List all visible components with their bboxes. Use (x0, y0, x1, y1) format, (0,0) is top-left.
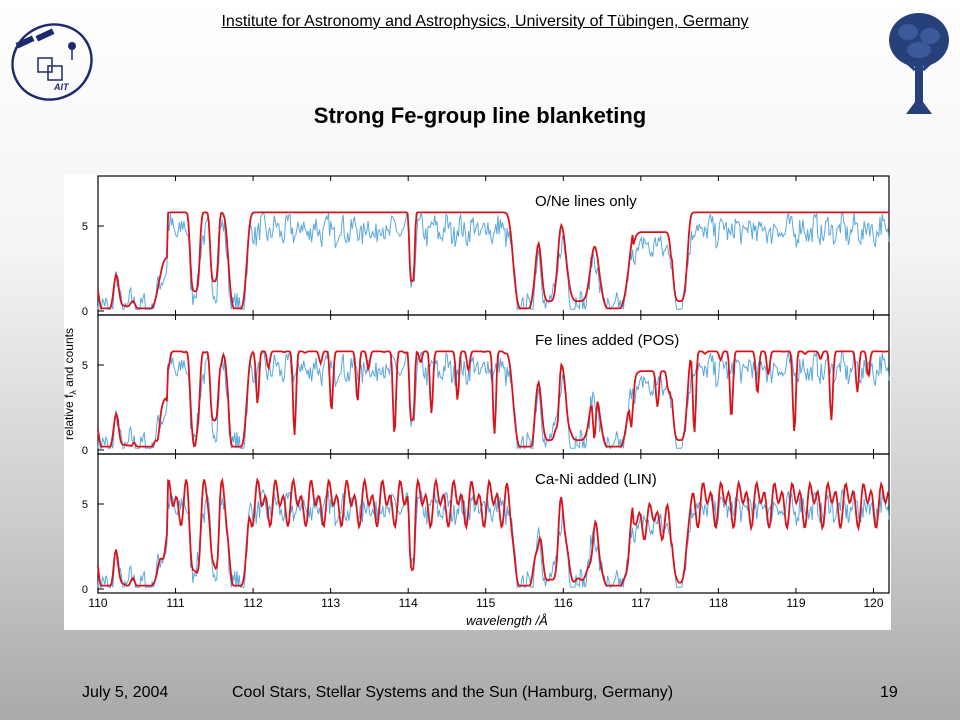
y-tick-label: 5 (82, 499, 88, 511)
y-axis-label-main: relative f (64, 394, 76, 440)
model-spectrum-line (97, 476, 890, 587)
spectrum-figure: 0 5 O/Ne lines only 0 5 Fe lines added (POS) 0… (64, 174, 891, 630)
panel-label: O/Ne lines only (535, 193, 637, 210)
x-tick-label: 115 (476, 596, 495, 610)
spectrum-chart: 0 5 O/Ne lines only 0 5 Fe lines added (POS) 0… (64, 175, 890, 628)
x-tick-label: 120 (863, 596, 883, 610)
x-tick-label: 116 (554, 596, 573, 610)
tree-logo-icon (889, 13, 949, 114)
observed-spectrum-line (97, 488, 890, 590)
y-tick-label: 0 (82, 584, 88, 596)
y-tick-label: 0 (82, 306, 88, 318)
x-tick-label: 117 (631, 596, 650, 610)
x-tick-label: 110 (88, 596, 107, 610)
x-tick-label: 114 (399, 596, 418, 610)
y-tick-label: 5 (82, 360, 88, 372)
footer-date: July 5, 2004 (82, 684, 169, 701)
tree-logo (886, 10, 952, 118)
x-axis-label: wavelength /Å (466, 613, 548, 628)
panel-label: Ca-Ni added (LIN) (535, 471, 657, 488)
y-tick-label: 5 (82, 221, 88, 233)
x-tick-label: 118 (709, 596, 728, 610)
x-tick-label: 111 (166, 596, 185, 610)
panel-label: Fe lines added (POS) (535, 332, 679, 349)
slide-title: Strong Fe-group line blanketing (313, 103, 647, 128)
panel-frame (97, 453, 890, 594)
x-tick-label: 119 (786, 596, 805, 610)
ait-satellite-logo-icon: AIT (11, 23, 93, 101)
footer-conference: Cool Stars, Stellar Systems and the Sun … (232, 684, 674, 701)
model-spectrum-line (97, 211, 889, 310)
y-axis-label-rest: and counts (64, 328, 76, 390)
y-axis-label: relative fλ and counts (64, 328, 78, 440)
ait-logo-text: AIT (53, 82, 70, 92)
x-tick-label: 113 (321, 596, 340, 610)
y-tick-label: 0 (82, 445, 88, 457)
institute-header: Institute for Astronomy and Astrophysics… (221, 13, 749, 30)
x-tick-label: 112 (244, 596, 263, 610)
observed-spectrum-line (97, 210, 890, 312)
y-axis-label-sub: λ (68, 390, 78, 395)
slide-number: 19 (880, 684, 898, 701)
ait-logo: AIT (8, 14, 104, 104)
model-spectrum-line (97, 350, 889, 448)
